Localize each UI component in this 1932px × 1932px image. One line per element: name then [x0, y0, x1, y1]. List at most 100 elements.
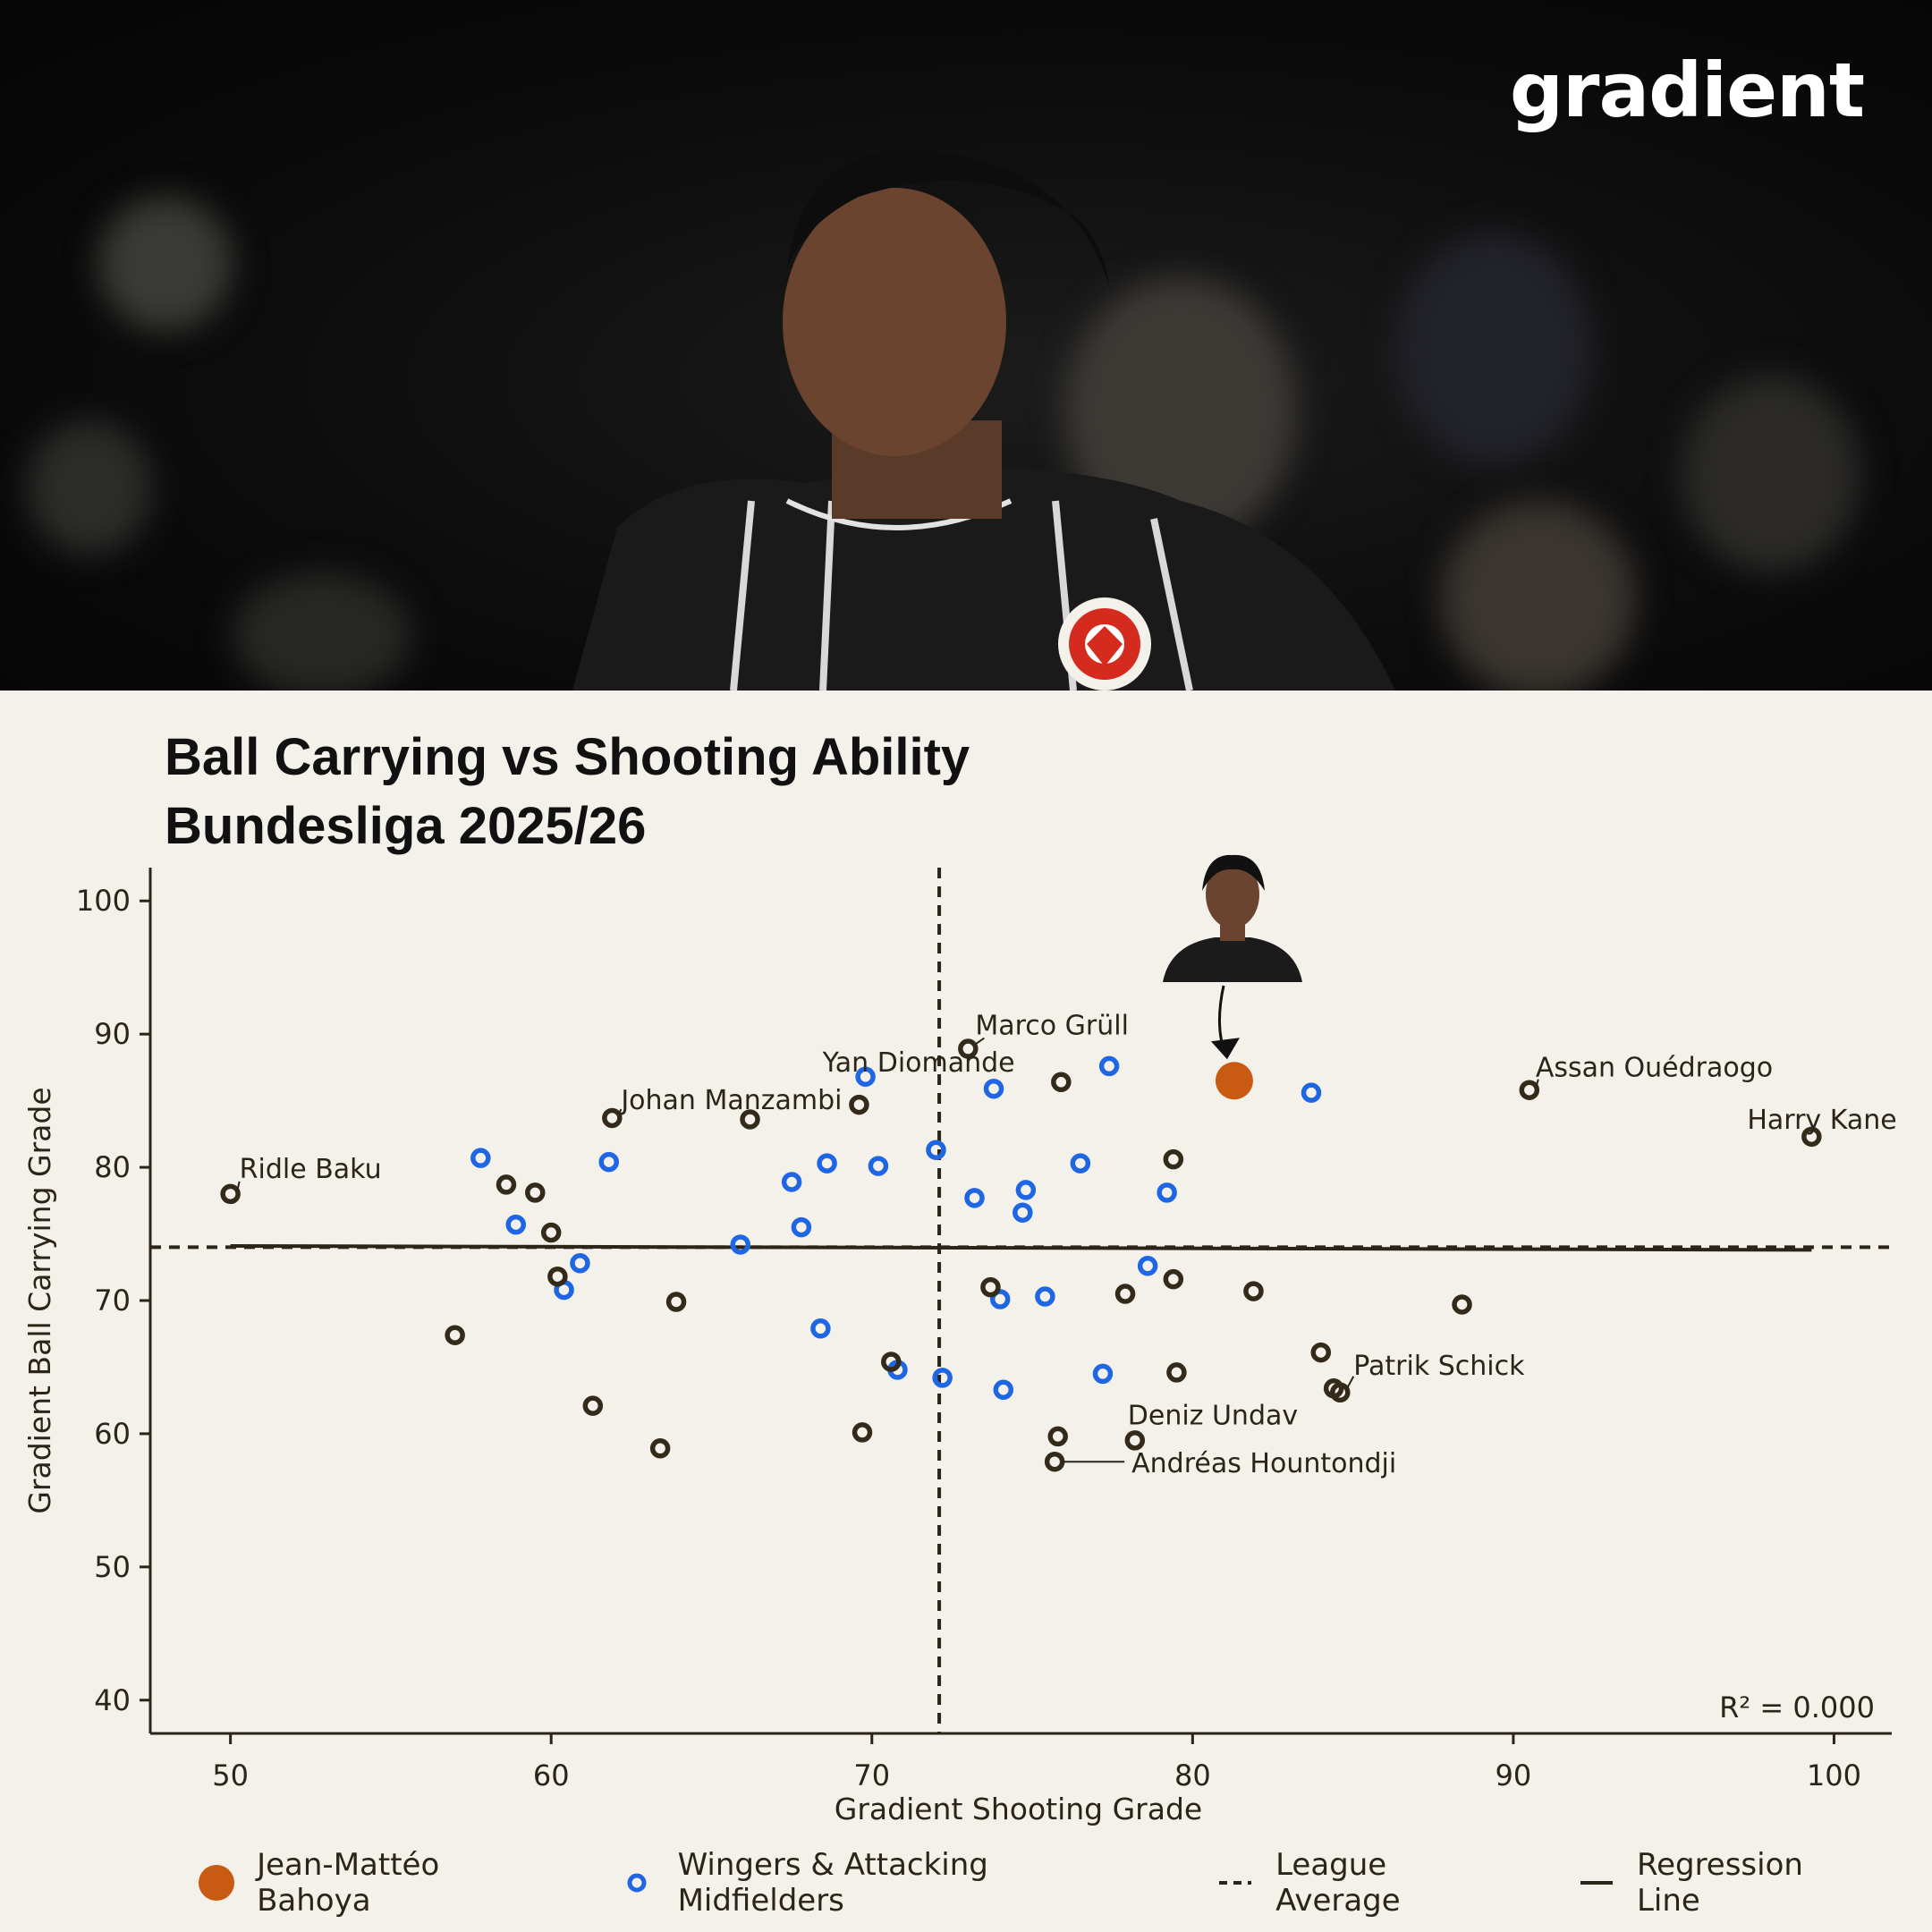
y-tick-label: 60	[94, 1417, 131, 1451]
player-point	[1310, 1342, 1332, 1363]
legend-highlight-marker	[199, 1865, 234, 1901]
winger-point	[926, 1140, 946, 1160]
winger-point	[993, 1379, 1014, 1401]
player-point	[445, 1325, 465, 1345]
winger-point	[810, 1318, 831, 1339]
legend-wingers-marker	[627, 1873, 647, 1893]
point-label: Yan Diomande	[822, 1047, 1015, 1079]
winger-point	[791, 1216, 812, 1238]
y-tick-label: 100	[76, 884, 131, 918]
legend-wingers-label: Wingers & Attacking Midfielders	[677, 1847, 988, 1919]
player-point	[881, 1352, 902, 1372]
winger-point	[817, 1153, 837, 1174]
player-point	[1051, 1072, 1072, 1093]
point-label: Marco Grüll	[975, 1011, 1129, 1042]
point-label: Assan Ouédraogo	[1536, 1053, 1773, 1084]
player-point	[582, 1395, 604, 1416]
player-point	[1452, 1294, 1472, 1315]
y-axis-title: Gradient Ball Carrying Grade	[22, 1087, 57, 1513]
r-squared-label: R² = 0.000	[1719, 1690, 1875, 1724]
player-point	[1124, 1430, 1146, 1451]
x-axis-title: Gradient Shooting Grade	[835, 1792, 1202, 1826]
player-point	[220, 1183, 241, 1205]
legend-regression-marker	[1580, 1881, 1613, 1885]
player-point	[1801, 1126, 1822, 1148]
chart-title: Ball Carrying vs Shooting Ability	[165, 728, 970, 786]
winger-point	[1301, 1082, 1322, 1103]
x-tick-label: 90	[1496, 1758, 1532, 1792]
legend-regression-label: Regression Line	[1636, 1847, 1803, 1919]
winger-point	[855, 1066, 876, 1088]
x-tick-label: 70	[853, 1758, 890, 1792]
legend-highlight-label: Jean-Mattéo Bahoya	[257, 1847, 440, 1919]
player-point	[849, 1094, 869, 1115]
winger-point	[1013, 1202, 1033, 1223]
player-point	[540, 1222, 562, 1243]
winger-point	[932, 1368, 953, 1388]
legend-item-wingers: Wingers & Attacking Midfielders	[617, 1847, 1155, 1919]
regression-line	[230, 1243, 1812, 1252]
winger-point	[868, 1156, 889, 1176]
point-label: Harry Kane	[1747, 1105, 1896, 1136]
player-point	[525, 1182, 546, 1203]
y-tick-label: 90	[94, 1017, 131, 1051]
player-photo	[572, 149, 1395, 691]
chart-subtitle: Bundesliga 2025/26	[165, 797, 647, 855]
player-point	[547, 1266, 568, 1287]
headshot-face	[1206, 860, 1259, 928]
legend-item-regression: Regression Line	[1577, 1847, 1871, 1919]
axes: 50 60 70 80 90 100 40 50 60 70 80 90 100 Gradient Sho…	[22, 868, 1892, 1826]
x-tick-label: 50	[212, 1758, 249, 1792]
legend-item-highlight: Jean-Mattéo Bahoya	[197, 1847, 556, 1919]
player-point	[602, 1107, 623, 1129]
reference-lines	[150, 868, 1892, 1733]
data-points	[220, 1038, 1822, 1472]
point-label: Andréas Hountondji	[1131, 1448, 1396, 1479]
winger-point	[1098, 1055, 1120, 1077]
player-point	[1047, 1426, 1068, 1447]
winger-point	[964, 1188, 985, 1208]
winger-point	[1035, 1286, 1055, 1307]
player-point	[1243, 1281, 1264, 1301]
player-point	[496, 1174, 517, 1195]
player-point	[1330, 1382, 1351, 1403]
player-point	[852, 1422, 873, 1443]
label-leader-line	[236, 1181, 241, 1191]
winger-point	[1137, 1256, 1158, 1276]
annotation-arrow-head	[1210, 1038, 1240, 1060]
legend-item-league-average: League Average	[1216, 1847, 1516, 1919]
player-point	[1044, 1451, 1065, 1472]
winger-point	[505, 1214, 527, 1235]
winger-point	[1157, 1182, 1177, 1203]
y-tick-label: 70	[94, 1284, 131, 1318]
headshot-hair	[1202, 854, 1265, 891]
point-label: Deniz Undav	[1128, 1400, 1298, 1431]
point-label: Patrik Schick	[1353, 1351, 1525, 1382]
player-point	[740, 1109, 760, 1130]
player-point	[1114, 1284, 1136, 1304]
player-point	[649, 1438, 671, 1459]
point-labels: Ridle Baku Johan Manzambi Yan Diomande Marc…	[236, 1011, 1897, 1479]
highlight-annotation	[1163, 854, 1302, 1060]
label-leader-line	[1535, 1079, 1539, 1086]
player-point	[665, 1292, 687, 1312]
point-label: Ridle Baku	[240, 1154, 382, 1185]
point-label: Johan Manzambi	[619, 1085, 842, 1116]
player-point	[1163, 1148, 1184, 1170]
chart-title-block: Ball Carrying vs Shooting Ability Bundes…	[165, 723, 1327, 860]
legend-league-average-label: League Average	[1275, 1847, 1401, 1919]
label-leader-line	[1346, 1376, 1355, 1389]
winger-point	[730, 1234, 751, 1255]
y-tick-label: 40	[94, 1683, 131, 1717]
x-tick-label: 60	[533, 1758, 570, 1792]
x-tick-label: 80	[1174, 1758, 1211, 1792]
headshot-photo	[1163, 854, 1302, 982]
player-point	[958, 1038, 979, 1059]
player-point	[1166, 1362, 1187, 1383]
winger-point	[781, 1172, 802, 1192]
winger-point	[1070, 1153, 1091, 1174]
winger-point	[570, 1253, 590, 1274]
player-point	[1519, 1080, 1540, 1100]
y-tick-label: 50	[94, 1550, 131, 1584]
